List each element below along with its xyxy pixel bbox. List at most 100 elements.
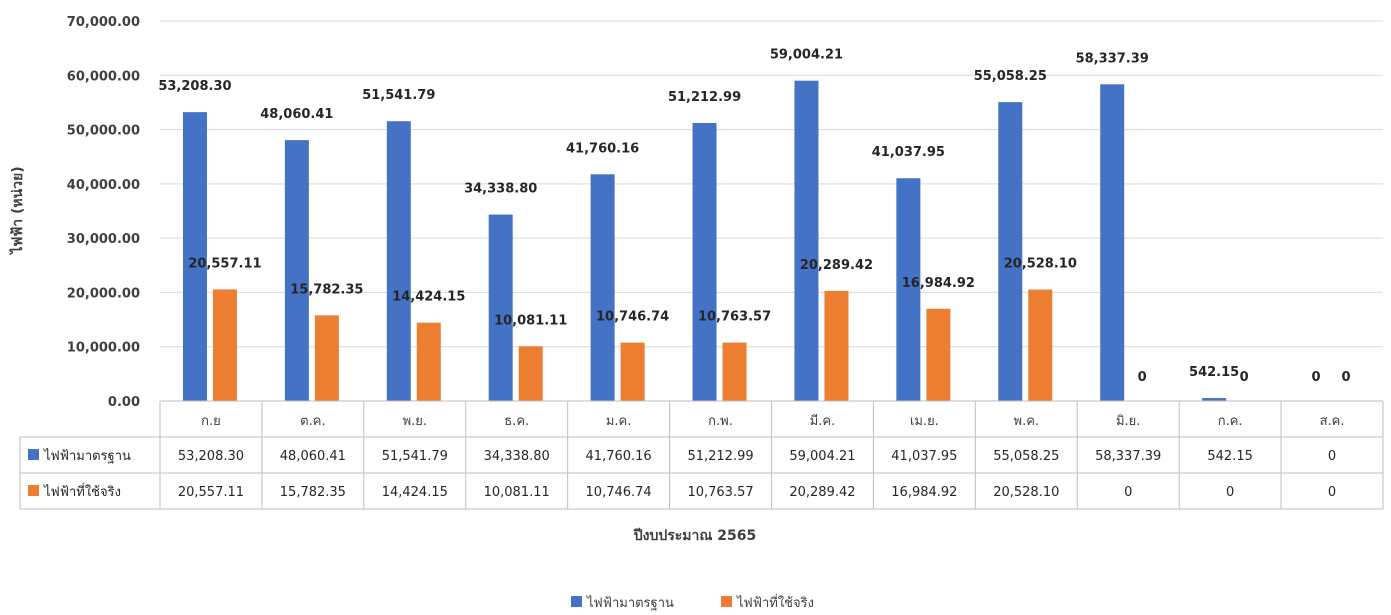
- legend-key: [721, 596, 732, 607]
- table-cell: 10,746.74: [586, 485, 652, 500]
- y-tick-label: 30,000.00: [67, 232, 140, 247]
- table-cell: 16,984.92: [891, 485, 957, 500]
- data-label-actual: 15,782.35: [290, 282, 363, 297]
- legend-label: ไฟฟ้าที่ใช้จริง: [736, 594, 814, 611]
- bar-actual: [620, 342, 645, 401]
- category-label: ก.ค.: [1218, 414, 1243, 429]
- y-axis-title: ไฟฟ้า (หน่วย): [8, 166, 26, 255]
- table-cell: 0: [1328, 485, 1336, 500]
- bar-actual: [1028, 289, 1053, 401]
- data-label-standard: 542.15: [1189, 365, 1239, 380]
- y-tick-label: 20,000.00: [67, 286, 140, 301]
- bar-actual: [518, 346, 543, 401]
- table-cell: 0: [1124, 485, 1132, 500]
- data-label-actual: 14,424.15: [392, 290, 465, 305]
- table-cell: 51,541.79: [382, 449, 448, 464]
- bar-actual: [314, 315, 339, 401]
- legend: ไฟฟ้ามาตรฐาน ไฟฟ้าที่ใช้จริง: [571, 594, 814, 611]
- bar-actual: [416, 322, 441, 401]
- table-cell: 41,037.95: [891, 449, 957, 464]
- bar-standard: [896, 178, 921, 401]
- category-label: เม.ย.: [910, 414, 939, 429]
- bar-standard: [998, 102, 1023, 401]
- category-label: พ.ย.: [403, 414, 427, 429]
- data-label-actual: 0: [1138, 370, 1147, 385]
- table-cell: 20,289.42: [789, 485, 855, 500]
- bar-actual: [824, 290, 849, 401]
- table-cell: 41,760.16: [586, 449, 652, 464]
- bar-standard: [1202, 398, 1227, 401]
- bar-standard: [284, 140, 309, 401]
- category-label: ก.ย: [201, 414, 221, 429]
- y-tick-label: 40,000.00: [67, 178, 140, 193]
- data-label-actual: 10,081.11: [494, 313, 567, 328]
- table-series-name: ไฟฟ้าที่ใช้จริง: [43, 483, 121, 500]
- table-legend-key: [28, 485, 39, 496]
- y-axis-ticks: 0.00 10,000.00 20,000.00 30,000.00 40,000.00…: [67, 15, 140, 410]
- y-tick-label: 50,000.00: [67, 124, 140, 139]
- data-label-actual: 16,984.92: [902, 276, 975, 291]
- y-tick-label: 0.00: [108, 395, 140, 410]
- table-cell: 542.15: [1207, 449, 1253, 464]
- table-cell: 58,337.39: [1095, 449, 1161, 464]
- category-label: มี.ค.: [810, 413, 836, 429]
- x-axis-title: ปีงบประมาณ 2565: [632, 528, 756, 544]
- data-label-standard: 34,338.80: [464, 182, 537, 197]
- bars: [182, 80, 1227, 402]
- y-tick-label: 60,000.00: [67, 69, 140, 84]
- bar-standard: [692, 122, 717, 401]
- table-cell: 10,763.57: [687, 485, 753, 500]
- table-cell: 20,557.11: [178, 485, 244, 500]
- bar-standard: [1100, 84, 1125, 401]
- legend-key: [571, 596, 582, 607]
- bar-standard: [182, 112, 207, 402]
- category-label: มิ.ย.: [1116, 414, 1140, 429]
- data-labels: 53,208.30 20,557.11 48,060.41 15,782.35 51,5…: [158, 48, 1350, 385]
- table-cell: 59,004.21: [789, 449, 855, 464]
- data-label-actual: 10,746.74: [596, 310, 669, 325]
- bar-actual: [212, 289, 237, 401]
- data-label-standard: 41,037.95: [872, 145, 945, 160]
- bar-standard: [794, 80, 819, 401]
- table-cell: 20,528.10: [993, 485, 1059, 500]
- table-cell: 15,782.35: [280, 485, 346, 500]
- data-label-standard: 55,058.25: [974, 69, 1047, 84]
- table-cell: 48,060.41: [280, 449, 346, 464]
- data-label-actual: 0: [1342, 370, 1351, 385]
- table-cell: 53,208.30: [178, 449, 244, 464]
- category-label: ก.พ.: [708, 414, 733, 429]
- category-label: พ.ค.: [1014, 414, 1040, 429]
- data-label-standard: 0: [1312, 370, 1321, 385]
- y-tick-label: 70,000.00: [67, 15, 140, 30]
- bar-standard: [590, 174, 615, 401]
- y-tick-label: 10,000.00: [67, 341, 140, 356]
- table-cell: 51,212.99: [687, 449, 753, 464]
- data-label-actual: 20,528.10: [1004, 257, 1077, 272]
- table-cell: 10,081.11: [484, 485, 550, 500]
- bar-actual: [926, 308, 951, 401]
- table-cell: 34,338.80: [484, 449, 550, 464]
- table-cell: 0: [1226, 485, 1234, 500]
- table-cell: 55,058.25: [993, 449, 1059, 464]
- category-label: ส.ค.: [1320, 414, 1345, 429]
- bar-standard: [386, 121, 411, 401]
- data-label-standard: 53,208.30: [158, 79, 231, 94]
- data-label-standard: 41,760.16: [566, 141, 639, 156]
- category-label: ต.ค.: [300, 414, 325, 429]
- data-label-actual: 10,763.57: [698, 310, 771, 325]
- data-label-actual: 0: [1240, 370, 1249, 385]
- table-series-name: ไฟฟ้ามาตรฐาน: [43, 448, 131, 464]
- data-label-actual: 20,557.11: [188, 256, 261, 271]
- data-table: ก.ย ต.ค. พ.ย. ธ.ค. ม.ค. ก.พ. มี.ค. เม.ย. พ.ค. มิ.…: [19, 400, 1384, 510]
- data-label-standard: 51,212.99: [668, 90, 741, 105]
- legend-label: ไฟฟ้ามาตรฐาน: [586, 595, 674, 611]
- table-cell: 14,424.15: [382, 485, 448, 500]
- table-cell: 0: [1328, 449, 1336, 464]
- data-label-standard: 59,004.21: [770, 48, 843, 63]
- data-label-standard: 58,337.39: [1076, 51, 1149, 66]
- data-label-standard: 48,060.41: [260, 107, 333, 122]
- bar-standard: [488, 214, 513, 401]
- table-legend-key: [28, 449, 39, 460]
- data-label-actual: 20,289.42: [800, 258, 873, 273]
